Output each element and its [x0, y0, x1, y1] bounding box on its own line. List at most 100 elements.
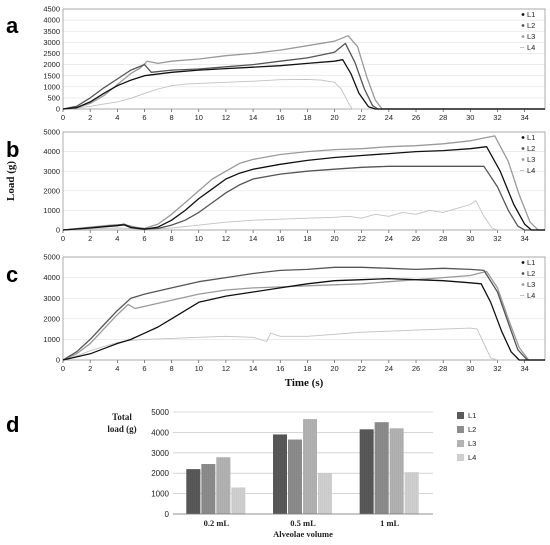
y-tick-label: 1000	[43, 335, 60, 344]
series-line-l1	[62, 277, 545, 361]
x-tick-label: 12	[222, 113, 230, 122]
x-tick-label: 32	[493, 364, 501, 373]
x-tick-label: 4	[115, 364, 119, 373]
y-tick-label: 1000	[151, 490, 169, 499]
y-tick-label: 2000	[43, 314, 60, 323]
panel-d: d Total load (g) 0 1000 2000 3000 4000 5000 0.2 m…	[6, 408, 476, 539]
legend-label-l3: L3	[527, 155, 535, 164]
x-tick-label: 10	[195, 364, 203, 373]
legend-marker-l3	[521, 35, 525, 38]
x-tick-label: 20	[330, 364, 338, 373]
x-tick-label: 30	[466, 113, 474, 122]
x-tick-label: 30	[466, 364, 474, 373]
legend-marker-l1	[521, 136, 525, 139]
series-line-l3	[62, 135, 545, 231]
legend-label-l3: L3	[527, 280, 535, 289]
bar-texture	[186, 469, 201, 514]
legend-label-l4: L4	[527, 291, 535, 300]
x-tick-label: 24	[385, 364, 393, 373]
x-tick-label: 22	[358, 364, 366, 373]
legend-marker-l3	[521, 283, 525, 286]
x-tick-label: 4	[115, 234, 119, 243]
x-tick-label: 4	[115, 113, 119, 122]
x-tick-label: 26	[412, 113, 420, 122]
x-tick-label: 22	[358, 113, 366, 122]
bar-texture	[318, 473, 332, 514]
x-tick-label: 32	[493, 113, 501, 122]
legend-label-l1: L1	[527, 10, 535, 19]
plot-frame	[62, 131, 546, 231]
x-tick-label: 0	[61, 364, 65, 373]
legend-swatch-l3	[457, 440, 464, 447]
legend-label-l1: L1	[527, 133, 535, 142]
legend-label-l2: L2	[527, 269, 535, 278]
y-tick-label: 4000	[43, 273, 60, 282]
panel-letter-a: a	[6, 13, 19, 38]
y-tick-label: 0	[56, 356, 60, 365]
legend-marker-l2	[521, 24, 525, 27]
x-tick-label: 8	[170, 113, 174, 122]
legend-marker-l3	[521, 158, 525, 161]
x-tick-label: 0	[61, 234, 65, 243]
x-tick-label: 6	[142, 234, 146, 243]
x-tick-label: 18	[303, 364, 311, 373]
plot-frame	[62, 256, 546, 361]
x-tick-label: 14	[249, 113, 257, 122]
x-tick-label: 18	[303, 234, 311, 243]
y-tick-label: 4000	[43, 147, 60, 156]
y-tick-label: 3000	[43, 38, 60, 47]
bar-texture	[201, 464, 216, 514]
x-tick-label: 6	[142, 113, 146, 122]
x-tick-label: 34	[520, 364, 528, 373]
x-tick-label: 22	[358, 234, 366, 243]
x-tick-label: 26	[412, 364, 420, 373]
x-tick-label: 10	[195, 234, 203, 243]
x-tick-label: 10	[195, 113, 203, 122]
x-axis-title: Time (s)	[285, 377, 324, 389]
legend-label-l2: L2	[527, 21, 535, 30]
y-tick-label: 3000	[43, 167, 60, 176]
series-line-l1	[62, 59, 545, 110]
y-tick-label: 4000	[151, 428, 169, 437]
legend-marker-l1	[521, 13, 525, 16]
x-tick-label: 2	[88, 234, 92, 243]
y-tick-label: 0	[165, 510, 170, 519]
y-tick-label: 2000	[151, 469, 169, 478]
legend-label-l1: L1	[527, 258, 535, 267]
series-line-l2	[62, 266, 545, 361]
x-tick-label: 18	[303, 113, 311, 122]
y-tick-label: 5000	[43, 253, 60, 262]
x-tick-label: 2	[88, 113, 92, 122]
x-tick-label: 8	[170, 234, 174, 243]
y-axis-title: Load (g)	[5, 161, 17, 201]
y-tick-label: 0	[56, 226, 60, 235]
panel-letter-b: b	[6, 137, 19, 162]
bar-texture	[288, 439, 302, 514]
bar-texture	[303, 419, 317, 514]
panel-letter-c: c	[6, 262, 18, 287]
legend-label-l1: L1	[468, 411, 476, 420]
legend-label-l2: L2	[468, 425, 476, 434]
legend-label-l3: L3	[527, 32, 535, 41]
legend-marker-l2	[521, 147, 525, 150]
x-tick-label: 14	[249, 364, 257, 373]
x-tick-label: 20	[330, 113, 338, 122]
category-label: 0.2 mL	[204, 518, 230, 528]
y-tick-label: 1000	[43, 82, 60, 91]
y-tick-label: 2000	[43, 186, 60, 195]
x-tick-label: 24	[385, 113, 393, 122]
x-tick-label: 16	[276, 113, 284, 122]
legend-marker-l2	[521, 272, 525, 275]
legend-swatch-l2	[457, 426, 464, 433]
plot-frame	[62, 8, 546, 110]
y-tick-label: 2000	[43, 60, 60, 69]
legend-label-l3: L3	[468, 439, 476, 448]
x-tick-label: 14	[249, 234, 257, 243]
series-line-l1	[62, 146, 545, 231]
x-tick-label: 12	[222, 234, 230, 243]
bar-texture	[231, 487, 246, 514]
x-tick-label: 28	[439, 234, 447, 243]
series-line-l4	[62, 78, 545, 110]
bar-texture	[273, 434, 287, 514]
x-tick-label: 2	[88, 364, 92, 373]
